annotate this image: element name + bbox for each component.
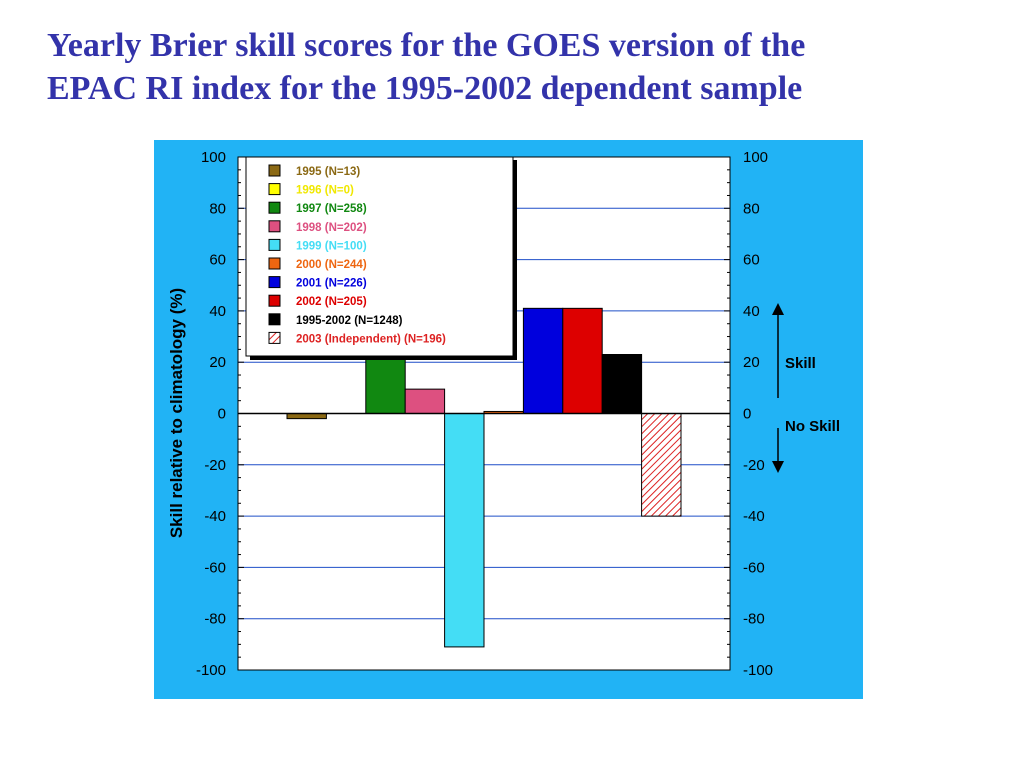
legend: 1995 (N=13) 1996 (N=0) 1997 (N=258) 1998 (N… xyxy=(245,156,517,360)
legend-label: 1998 (N=202) xyxy=(296,222,367,234)
legend-label: 1997 (N=258) xyxy=(296,203,367,215)
slide-title-line-2: EPAC RI index for the 1995-2002 dependen… xyxy=(47,70,803,107)
y-tick-label-right: -40 xyxy=(743,508,765,525)
legend-label: 2001 (N=226) xyxy=(296,278,367,290)
y-tick-label-right: 60 xyxy=(743,252,760,269)
legend-swatch xyxy=(268,276,281,289)
y-tick-label-left: -20 xyxy=(204,457,226,474)
bar-2002 xyxy=(562,307,603,414)
legend-swatch xyxy=(268,164,281,177)
y-tick-label-right: 40 xyxy=(743,303,760,320)
y-tick-label-right: -60 xyxy=(743,559,765,576)
bar-2003 xyxy=(641,413,682,517)
y-tick-label-right: 80 xyxy=(743,200,760,217)
minor-ticks xyxy=(238,156,730,671)
bar-2001 xyxy=(522,307,564,414)
legend-label: 2003 (Independent) (N=196) xyxy=(296,333,446,345)
bar-1995-2002 xyxy=(601,354,643,415)
bar-1998 xyxy=(404,388,446,415)
legend-label: 2002 (N=205) xyxy=(296,296,367,308)
legend-label: 2000 (N=244) xyxy=(296,259,367,271)
y-tick-label-left: 80 xyxy=(209,200,226,217)
no-skill-label: No Skill xyxy=(785,418,840,435)
y-tick-label-right: 0 xyxy=(743,406,751,423)
slide-title: Yearly Brier skill scores for the GOES v… xyxy=(47,24,1007,110)
y-tick-label-left: -100 xyxy=(196,662,226,679)
legend-swatch xyxy=(268,238,281,251)
slide-title-line-1: Yearly Brier skill scores for the GOES v… xyxy=(47,27,806,64)
y-axis-label: Skill relative to climatology (%) xyxy=(167,288,186,538)
bars xyxy=(286,307,682,648)
legend-label: 1999 (N=100) xyxy=(296,240,367,252)
y-tick-label-right: -80 xyxy=(743,611,765,628)
y-tick-label-left: 0 xyxy=(218,406,226,423)
y-tick-label-left: -60 xyxy=(204,559,226,576)
y-tick-label-left: 100 xyxy=(201,149,226,166)
y-tick-label-left: 20 xyxy=(209,354,226,371)
y-tick-label-left: -40 xyxy=(204,508,226,525)
y-tick-label-left: 60 xyxy=(209,252,226,269)
bar-1999 xyxy=(444,413,485,648)
legend-label: 1996 (N=0) xyxy=(296,185,354,197)
legend-box xyxy=(245,156,514,357)
left-y-tick-labels: 100 80 60 40 20 0 -20 -40 -60 -80 -100 xyxy=(196,149,226,679)
legend-swatch xyxy=(268,313,281,326)
legend-swatch xyxy=(268,183,281,196)
bar-1995 xyxy=(286,413,327,420)
y-tick-label-left: -80 xyxy=(204,611,226,628)
y-tick-label-right: 20 xyxy=(743,354,760,371)
y-tick-label-right: 100 xyxy=(743,149,768,166)
y-tick-label-right: -20 xyxy=(743,457,765,474)
legend-swatch xyxy=(268,257,281,270)
legend-swatch xyxy=(268,201,281,214)
legend-swatch xyxy=(268,294,281,307)
y-tick-label-right: -100 xyxy=(743,662,773,679)
y-tick-label-left: 40 xyxy=(209,303,226,320)
legend-label: 1995-2002 (N=1248) xyxy=(296,315,403,327)
bar-1997 xyxy=(365,356,406,415)
legend-swatch xyxy=(268,331,281,344)
legend-label: 1995 (N=13) xyxy=(296,166,360,178)
legend-swatch xyxy=(268,220,281,233)
skill-annotations: Skill No Skill xyxy=(772,303,840,473)
right-y-tick-labels: 100 80 60 40 20 0 -20 -40 -60 -80 -100 xyxy=(743,149,773,679)
skill-label: Skill xyxy=(785,355,816,372)
